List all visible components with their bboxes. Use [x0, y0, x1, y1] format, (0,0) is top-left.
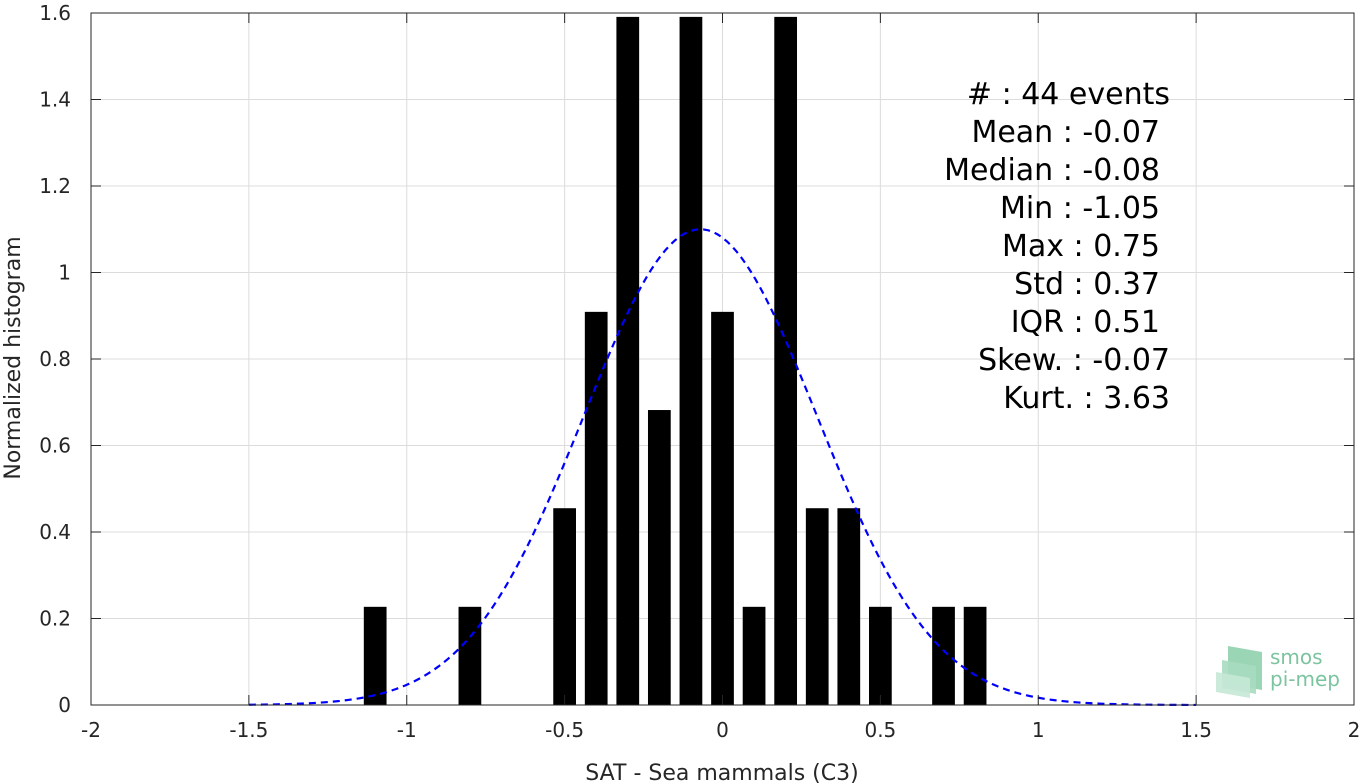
histogram-bar	[805, 508, 829, 705]
y-tick-label: 1.6	[39, 1, 71, 25]
y-tick-label: 0.4	[39, 520, 71, 544]
logo-icon	[1216, 646, 1262, 698]
histogram-bar	[616, 16, 640, 705]
x-tick-label: 2	[1348, 718, 1361, 742]
stat-line: Std : 0.37	[1014, 267, 1160, 302]
x-axis-title: SAT - Sea mammals (C3)	[585, 761, 858, 784]
stat-line: Median : -0.08	[944, 153, 1160, 188]
x-tick-label: 0.5	[864, 718, 896, 742]
x-tick-label: -2	[81, 718, 101, 742]
histogram-bar	[837, 508, 861, 705]
stat-line: Kurt. : 3.63	[1003, 381, 1170, 416]
histogram-bar	[963, 606, 987, 705]
histogram-bars	[363, 16, 987, 705]
histogram-bar	[932, 606, 955, 705]
histogram-bar	[363, 606, 387, 705]
y-tick-label: 0.8	[39, 347, 71, 371]
y-tick-label: 1	[58, 261, 71, 285]
y-tick-label: 0	[58, 693, 71, 717]
y-tick-label: 0.2	[39, 607, 71, 631]
x-tick-label: -1.5	[229, 718, 268, 742]
stat-line: # : 44 events	[967, 77, 1170, 112]
y-tick-label: 1.2	[39, 174, 71, 198]
logo-line1: smos	[1270, 645, 1323, 669]
stat-line: Max : 0.75	[1002, 229, 1160, 264]
tick-labels: -2 -1.5 -1 -0.5 0 0.5 1 1.5 2 0 0.2 0.4 0.6 0.8 1 1.2 1.…	[39, 1, 1360, 742]
stat-line: Skew. : -0.07	[978, 343, 1170, 378]
stat-line: IQR : 0.51	[1011, 305, 1160, 340]
histogram-bar	[647, 410, 671, 705]
x-tick-label: 1	[1032, 718, 1045, 742]
y-tick-label: 1.4	[39, 88, 71, 112]
x-tick-label: -1	[397, 718, 417, 742]
x-tick-label: 1.5	[1180, 718, 1212, 742]
x-tick-label: -0.5	[545, 718, 584, 742]
y-tick-label: 0.6	[39, 434, 71, 458]
smos-pi-mep-logo: smos pi-mep	[1216, 645, 1340, 698]
x-tick-label: 0	[716, 718, 729, 742]
stat-line: Min : -1.05	[1000, 191, 1160, 226]
histogram-bar	[742, 606, 766, 705]
histogram-bar	[458, 606, 482, 705]
histogram-bar	[774, 16, 798, 705]
histogram-bar	[584, 311, 608, 705]
histogram-bar	[679, 16, 703, 705]
stat-line: Mean : -0.07	[971, 115, 1160, 150]
histogram-bar	[869, 606, 892, 705]
axes	[90, 12, 1355, 706]
histogram-bar	[711, 311, 734, 705]
y-axis-title: Normalized histogram	[1, 236, 26, 479]
logo-line2: pi-mep	[1270, 667, 1340, 691]
histogram-bar	[553, 508, 576, 705]
